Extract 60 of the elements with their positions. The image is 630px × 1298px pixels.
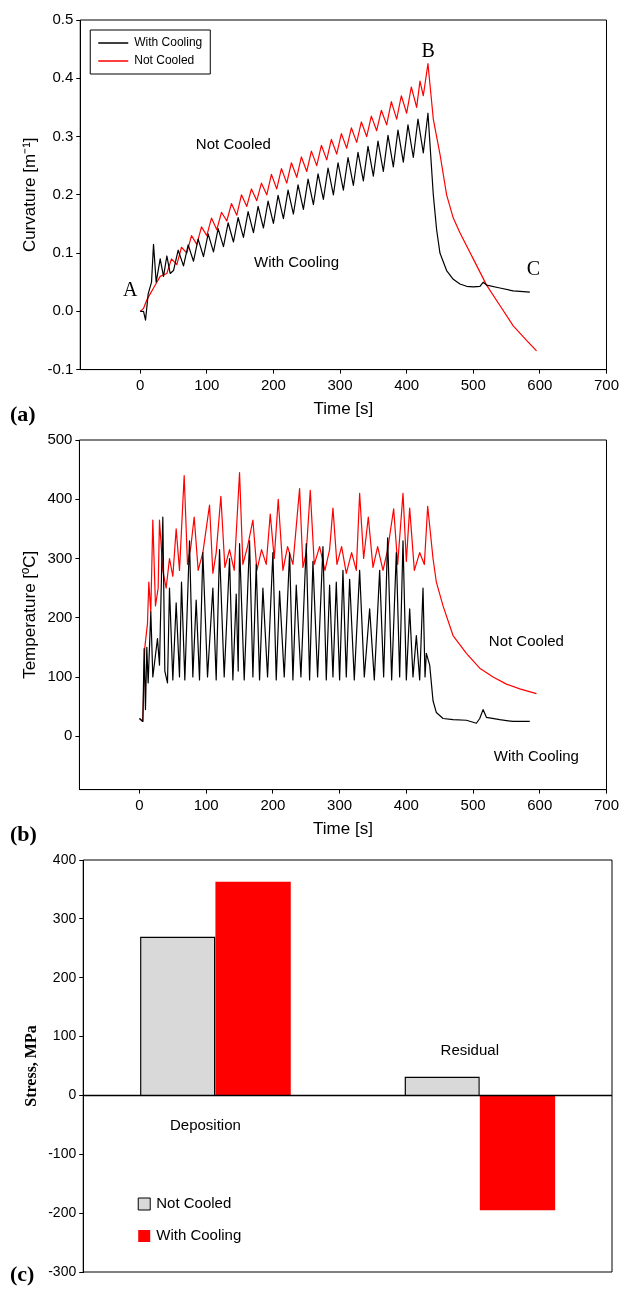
y-tick-label: 500: [47, 430, 73, 448]
annotation: C: [526, 256, 541, 279]
x-tick-label: 400: [394, 375, 420, 393]
legend-label: With Cooling: [134, 35, 203, 50]
y-tick-label: 300: [47, 548, 73, 566]
y-tick-label: 100: [47, 667, 73, 685]
y-tick-label: 0.2: [52, 184, 74, 202]
annotation: With Cooling: [254, 253, 340, 271]
y-tick-label: 400: [52, 850, 77, 867]
text: (c): [10, 1260, 35, 1286]
y-tick-label: 0.0: [52, 301, 74, 319]
y-tick-label: -300: [48, 1262, 77, 1279]
annotation: B: [421, 39, 435, 62]
y-axis-title: Curvature [m⁻¹]: [19, 137, 39, 253]
y-tick-label: 0.4: [52, 68, 74, 86]
x-tick-label: 100: [193, 795, 219, 813]
text: (a): [10, 400, 36, 426]
bar: [215, 881, 291, 1095]
y-tick-label: -100: [48, 1145, 77, 1162]
y-tick-label: 0: [68, 1086, 77, 1103]
x-tick-label: 500: [460, 375, 486, 393]
y-tick-label: 0.1: [52, 243, 74, 261]
y-tick-label: -200: [48, 1204, 77, 1220]
x-tick-label: 100: [194, 375, 220, 393]
y-tick-label: 200: [52, 968, 77, 985]
x-tick-label: 300: [327, 375, 353, 393]
x-axis-title: Time [s]: [313, 819, 373, 839]
x-tick-label: 600: [527, 375, 553, 393]
x-tick-label: 0: [136, 375, 145, 393]
x-tick-label: 200: [260, 795, 286, 813]
y-tick-label: 0: [64, 726, 73, 744]
annotation: Not Cooled: [488, 631, 564, 649]
y-axis-title: Stress, MPa: [21, 1025, 39, 1107]
x-tick-label: 500: [460, 795, 486, 813]
x-axis-title: Time [s]: [313, 399, 374, 419]
legend-label: With Cooling: [156, 1226, 242, 1244]
y-tick-label: 0.3: [52, 126, 74, 144]
y-tick-label: 0.5: [52, 10, 74, 28]
x-tick-label: Deposition: [169, 1115, 241, 1133]
y-tick-label: 300: [52, 909, 77, 926]
bar: [479, 1095, 556, 1211]
y-tick-label: 400: [47, 489, 73, 507]
text: (b): [10, 820, 37, 846]
annotation: Not Cooled: [195, 135, 271, 153]
y-axis-title: Temperature [ºC]: [19, 550, 39, 679]
x-tick-label: 700: [593, 375, 619, 393]
y-tick-label: 100: [52, 1027, 77, 1044]
annotation: A: [123, 278, 139, 301]
x-tick-label: Residual: [440, 1040, 499, 1058]
x-tick-label: 700: [593, 795, 619, 813]
x-tick-label: 200: [260, 375, 286, 393]
legend-label: Not Cooled: [156, 1194, 232, 1212]
legend-label: Not Cooled: [134, 53, 195, 68]
x-tick-label: 300: [327, 795, 353, 813]
y-tick-label: -0.1: [47, 359, 74, 377]
x-tick-label: 600: [527, 795, 553, 813]
annotation: With Cooling: [493, 747, 579, 765]
x-tick-label: 400: [393, 795, 419, 813]
x-tick-label: 0: [135, 795, 144, 813]
y-tick-label: 200: [47, 607, 73, 625]
